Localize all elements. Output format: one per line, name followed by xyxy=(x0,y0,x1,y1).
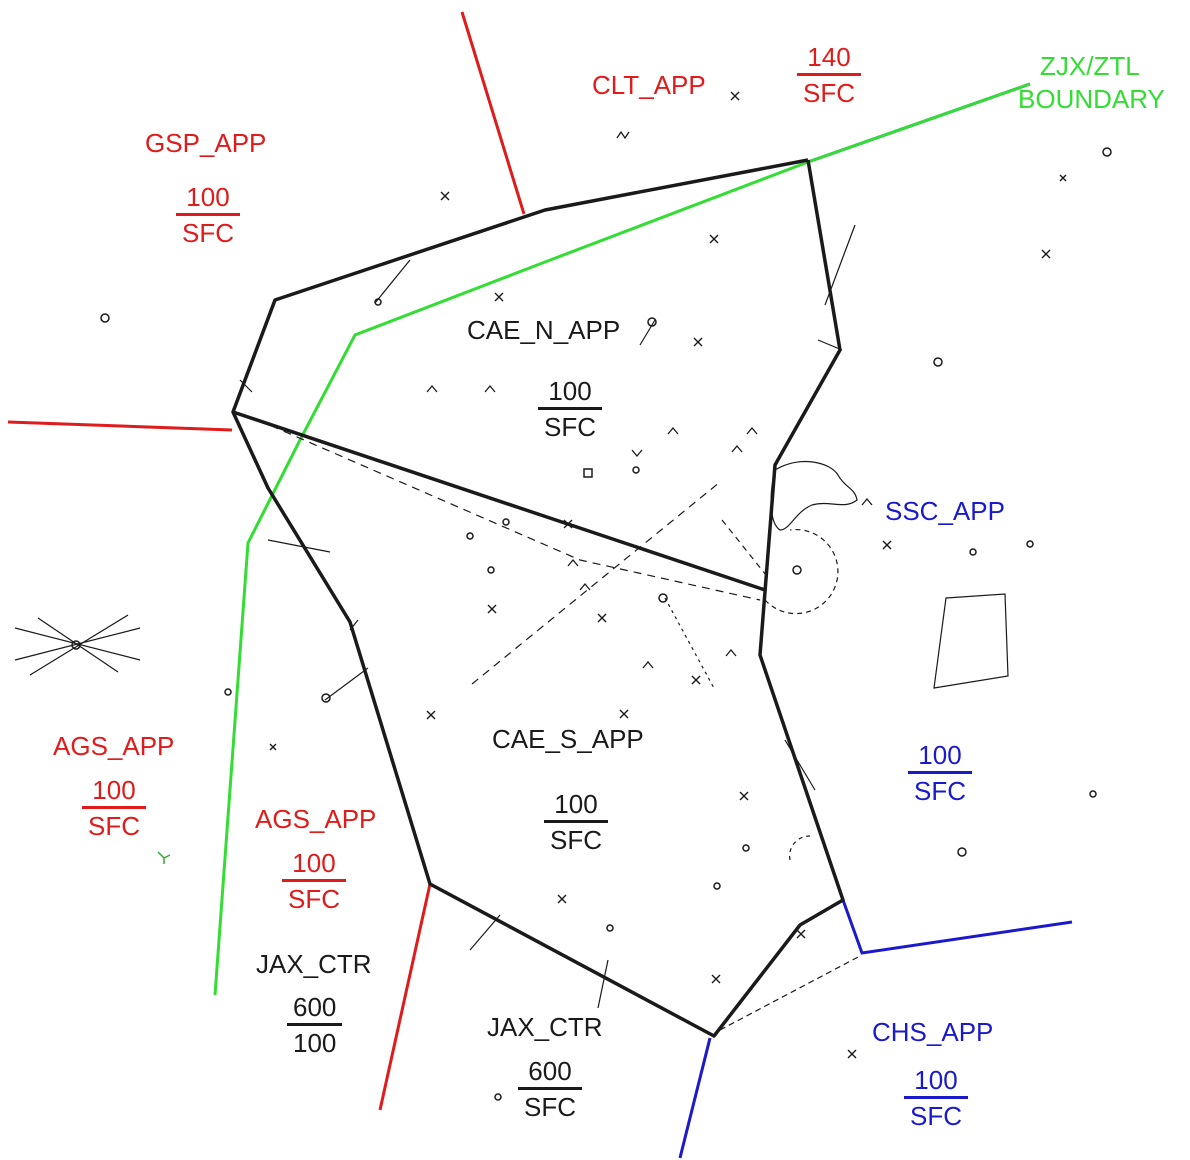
clt-altitude-block: 140 SFC xyxy=(797,42,861,108)
zjx-ztl-label-line2: BOUNDARY xyxy=(1018,84,1165,114)
gsp-app-label: GSP_APP xyxy=(145,128,267,158)
caret-marks xyxy=(426,130,873,669)
cae-s-altitude-top: 100 xyxy=(554,789,598,819)
ssc-altitude-block: 100 SFC xyxy=(908,740,972,806)
vor-center xyxy=(71,640,81,650)
chs-altitude-top: 100 xyxy=(914,1065,958,1095)
chs-altitude-block: 100 SFC xyxy=(904,1065,968,1131)
cae-outer-boundary xyxy=(231,158,845,1038)
navaid-circles xyxy=(71,147,1112,1101)
class-c-outline xyxy=(764,528,839,615)
red-approach-boundaries xyxy=(7,11,526,1111)
vor-spoke-4 xyxy=(37,617,119,673)
jax-south-altitude-block: 600 SFC xyxy=(518,1056,582,1122)
jax-west-altitude-bottom: 100 xyxy=(287,1023,343,1058)
cae-north-south-divider xyxy=(232,410,766,592)
ags-west-altitude-block: 100 SFC xyxy=(82,775,146,841)
cae-s-altitude-bottom: SFC xyxy=(544,820,608,855)
runway-dashed-line xyxy=(471,481,721,685)
ags-app-east-label: AGS_APP xyxy=(255,804,377,834)
cae-n-altitude-top: 100 xyxy=(548,376,592,406)
green-fix-mark xyxy=(157,851,171,864)
cae-n-altitude-bottom: SFC xyxy=(538,407,602,442)
jax-ctr-west-label: JAX_CTR xyxy=(256,949,372,979)
fix-marks xyxy=(269,91,1067,1059)
jax-ctr-south-label: JAX_CTR xyxy=(487,1012,603,1042)
ags-east-altitude-block: 100 SFC xyxy=(282,848,346,914)
gsp-ags-boundary-line xyxy=(7,420,233,432)
cae-s-app-label: CAE_S_APP xyxy=(492,724,644,754)
jax-west-altitude-block: 600 100 xyxy=(287,992,343,1058)
clt-app-label: CLT_APP xyxy=(592,70,706,100)
gsp-clt-boundary-line xyxy=(460,11,526,215)
cae-s-altitude-block: 100 SFC xyxy=(544,789,608,855)
ssc-app-label: SSC_APP xyxy=(885,496,1005,526)
chs-altitude-bottom: SFC xyxy=(904,1096,968,1131)
ags-east-altitude-bottom: SFC xyxy=(282,879,346,914)
ags-east-altitude-top: 100 xyxy=(292,848,336,878)
chs-app-label: CHS_APP xyxy=(872,1017,994,1047)
ags-app-west-label: AGS_APP xyxy=(53,731,175,761)
cae-sector-outlines xyxy=(231,158,845,1038)
gsp-altitude-bottom: SFC xyxy=(176,213,240,248)
chs-jax-boundary-line xyxy=(678,1037,712,1159)
blue-approach-boundaries xyxy=(678,82,1073,1159)
ssc-altitude-bottom: SFC xyxy=(908,771,972,806)
restricted-area-polygon xyxy=(933,593,1009,689)
ssc-altitude-top: 100 xyxy=(918,740,962,770)
ags-jax-boundary-line xyxy=(378,883,432,1111)
clt-altitude-top: 140 xyxy=(807,42,851,72)
clt-altitude-bottom: SFC xyxy=(797,73,861,108)
ssc-chs-boundary-line xyxy=(841,899,1073,955)
cae-n-altitude-block: 100 SFC xyxy=(538,376,602,442)
map-detail-lines xyxy=(14,224,1009,1031)
jax-west-altitude-top: 600 xyxy=(293,992,337,1022)
gsp-altitude-top: 100 xyxy=(186,182,230,212)
cae-n-app-label: CAE_N_APP xyxy=(467,315,621,345)
lake-outline xyxy=(770,461,858,531)
ags-west-altitude-bottom: SFC xyxy=(82,806,146,841)
gsp-altitude-block: 100 SFC xyxy=(176,182,240,248)
zjx-ztl-label-line1: ZJX/ZTL xyxy=(1040,51,1140,81)
jax-south-altitude-top: 600 xyxy=(528,1056,572,1086)
jax-south-altitude-bottom: SFC xyxy=(518,1087,582,1122)
ags-west-altitude-top: 100 xyxy=(92,775,136,805)
